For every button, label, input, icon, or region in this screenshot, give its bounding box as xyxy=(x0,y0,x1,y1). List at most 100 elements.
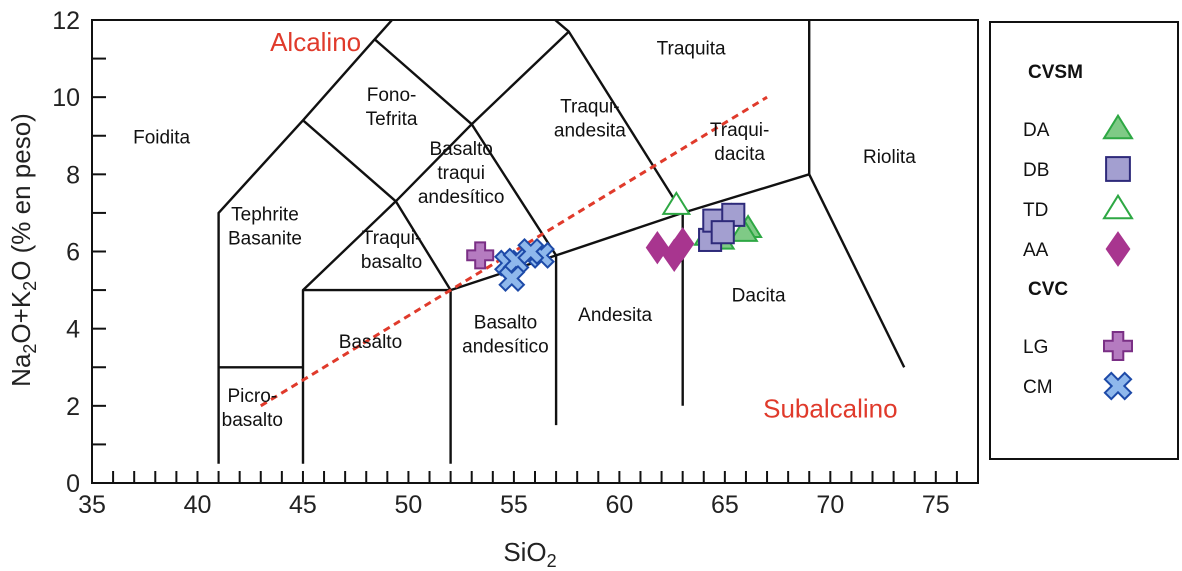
x-tick-label: 60 xyxy=(605,491,633,519)
x-tick-label: 65 xyxy=(711,491,739,519)
field-label-line: andesita xyxy=(554,121,626,142)
data-point-aa xyxy=(645,230,669,265)
y-axis-title-sub1: 2 xyxy=(20,344,40,354)
field-label-line: Traqui- xyxy=(560,97,619,118)
legend-item-label: DA xyxy=(1023,120,1050,141)
y-axis-title: Na2O+K2O (% en peso) xyxy=(6,113,40,387)
x-tick-label: 75 xyxy=(922,491,950,519)
field-label: Basalto traqui andesítico xyxy=(418,139,505,208)
field-label: Traqui-dacita xyxy=(710,120,769,165)
alkaline-subalkaline-divide xyxy=(259,95,768,408)
field-label-line: Dacita xyxy=(732,286,786,307)
data-point-lg xyxy=(466,241,495,270)
data-point-aa xyxy=(671,227,695,261)
field-label-line: andesítico xyxy=(418,187,505,208)
x-tick-label: 55 xyxy=(500,491,528,519)
legend: CVSM DA DB TD AA CVC LG CM xyxy=(1023,62,1134,401)
field-boundary-line xyxy=(808,173,906,368)
x-axis-title: SiO2 xyxy=(503,537,556,571)
x-tick-label: 35 xyxy=(78,491,106,519)
x-axis-title-main: SiO xyxy=(503,537,546,567)
legend-group-title: CVC xyxy=(1028,279,1068,300)
y-tick-label: 0 xyxy=(66,470,80,498)
alkaline-divide-line xyxy=(259,95,768,408)
x-tick-label: 45 xyxy=(289,491,317,519)
field-label: Andesita xyxy=(578,305,652,326)
x-tick-label: 50 xyxy=(395,491,423,519)
field-label-line: Basanite xyxy=(228,229,302,250)
field-boundary-line xyxy=(553,20,684,214)
legend-item-label: DB xyxy=(1023,160,1049,181)
y-tick-label: 6 xyxy=(66,239,80,267)
y-axis-title-part3: O (% en peso) xyxy=(6,113,36,281)
field-label: Basalto andesítico xyxy=(462,313,549,358)
field-label-line: basalto xyxy=(361,252,422,273)
legend-item-label: AA xyxy=(1023,240,1049,261)
data-point-da xyxy=(729,217,759,242)
field-label: Foidita xyxy=(133,127,190,148)
y-tick-label: 12 xyxy=(52,7,80,35)
legend-marker-aa xyxy=(1105,231,1131,267)
field-boundaries xyxy=(217,20,906,464)
field-label: Traqui-andesita xyxy=(554,97,626,142)
field-label-line: traqui xyxy=(437,163,485,184)
x-axis-ticks: 35 40 45 50 55 60 65 70 75 xyxy=(78,471,979,519)
y-tick-label: 2 xyxy=(66,393,80,421)
legend-item-label: TD xyxy=(1023,200,1048,221)
field-label-line: dacita xyxy=(714,144,765,165)
field-boundary-line xyxy=(373,38,558,257)
field-label: Fono- Tefrita xyxy=(366,85,418,130)
x-tick-label: 70 xyxy=(816,491,844,519)
legend-group-title: CVSM xyxy=(1028,62,1083,83)
field-label-line: Basalto xyxy=(474,313,537,334)
legend-marker-db xyxy=(1105,156,1131,182)
field-label-line: Basalto xyxy=(429,139,492,160)
y-axis-title-sub2: 2 xyxy=(20,281,40,291)
data-point-db xyxy=(710,220,735,245)
legend-item-label: LG xyxy=(1023,337,1048,358)
data-point-td xyxy=(661,190,692,215)
legend-marker-cm xyxy=(1103,371,1133,401)
field-label: Tephrite Basanite xyxy=(228,205,302,250)
field-boundary-line xyxy=(302,119,452,291)
field-label: Dacita xyxy=(732,286,786,307)
region-labels: Alcalino Subalcalino xyxy=(270,27,897,424)
field-label-line: Tephrite xyxy=(231,205,299,226)
field-label-line: Riolita xyxy=(863,147,916,168)
legend-marker-da xyxy=(1102,113,1134,140)
data-points xyxy=(466,190,763,293)
y-axis-title-part1: Na xyxy=(6,353,36,387)
x-tick-label: 40 xyxy=(184,491,212,519)
field-label-line: Foidita xyxy=(133,127,190,148)
data-point-cm xyxy=(498,264,526,293)
field-label-line: andesítico xyxy=(462,337,549,358)
region-label: Alcalino xyxy=(270,27,361,57)
field-label-line: Traqui- xyxy=(362,228,421,249)
x-axis-title-subscript: 2 xyxy=(547,551,557,571)
field-labels: Foidita Tephrite Basanite Picro-basalto Basa… xyxy=(133,39,916,431)
data-point-cm xyxy=(517,237,545,266)
field-label-line: Fono- xyxy=(367,85,417,106)
legend-box xyxy=(989,21,1179,460)
y-tick-label: 10 xyxy=(52,84,80,112)
legend-marker-lg xyxy=(1103,331,1133,361)
y-axis-ticks: 0 2 4 6 8 10 12 xyxy=(52,7,106,498)
field-label: Basalto xyxy=(339,332,402,353)
y-axis-title-part2: O+K xyxy=(6,290,36,343)
region-label: Subalcalino xyxy=(763,393,897,423)
field-label-line: Traqui- xyxy=(710,120,769,141)
field-label-line: Traquita xyxy=(657,39,726,60)
legend-item-label: CM xyxy=(1023,377,1053,398)
field-label-line: Picro- xyxy=(228,386,278,407)
field-label-line: Andesita xyxy=(578,305,652,326)
field-label: Traquita xyxy=(657,39,726,60)
legend-marker-td xyxy=(1102,193,1134,220)
field-label: Riolita xyxy=(863,147,916,168)
field-label: Picro-basalto xyxy=(222,386,283,431)
y-tick-label: 4 xyxy=(66,316,80,344)
y-tick-label: 8 xyxy=(66,161,80,189)
field-label-line: Tefrita xyxy=(366,109,418,130)
field-label-line: basalto xyxy=(222,410,283,431)
field-label: Traqui-basalto xyxy=(361,228,422,273)
